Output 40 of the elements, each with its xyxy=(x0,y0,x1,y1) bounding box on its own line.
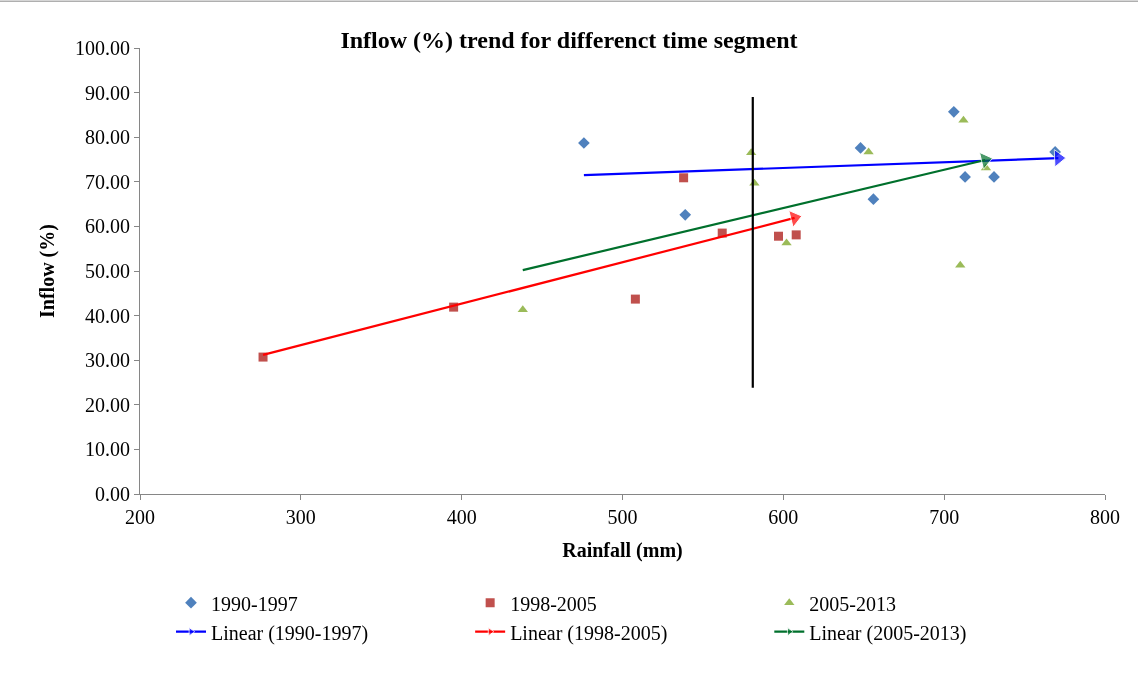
legend-label: Linear (1998-2005) xyxy=(510,621,668,645)
chart-title: Inflow (%) trend for differenct time segment xyxy=(340,26,798,53)
legend-label: 1998-2005 xyxy=(510,592,597,615)
y-tick-label: 100.00 xyxy=(75,37,130,59)
point xyxy=(679,173,689,183)
y-tick-label: 20.00 xyxy=(85,393,130,416)
y-tick-label: 30.00 xyxy=(85,349,130,372)
x-tick-label: 200 xyxy=(125,506,155,528)
legend-label: 1990-1997 xyxy=(211,592,298,615)
y-tick-label: 90.00 xyxy=(85,81,130,104)
y-axis-title: Inflow (%) xyxy=(35,224,59,318)
y-tick-label: 50.00 xyxy=(85,260,130,282)
point xyxy=(791,230,801,240)
point xyxy=(867,193,880,206)
point xyxy=(863,147,874,155)
point xyxy=(517,305,528,313)
point xyxy=(959,171,971,183)
y-tick-label: 10.00 xyxy=(85,438,130,461)
x-tick-label: 600 xyxy=(768,506,799,528)
y-tick-label: 0.00 xyxy=(95,483,130,505)
point xyxy=(947,105,960,118)
x-tick-label: 400 xyxy=(446,506,477,528)
x-tick-label: 500 xyxy=(607,506,638,528)
x-tick-label: 300 xyxy=(285,506,316,528)
point xyxy=(679,208,692,221)
x-tick-label: 700 xyxy=(929,506,960,528)
x-tick-label: 800 xyxy=(1090,506,1120,528)
point xyxy=(958,115,969,123)
y-tick-label: 80.00 xyxy=(85,126,130,149)
legend-label: 2005-2013 xyxy=(809,592,896,615)
legend-label: Linear (2005-2013) xyxy=(809,621,967,645)
point xyxy=(781,238,792,246)
y-tick-label: 40.00 xyxy=(85,304,130,327)
point xyxy=(630,294,640,304)
legend-label: Linear (1990-1997) xyxy=(211,621,369,645)
x-axis-title: Rainfall (mm) xyxy=(562,538,683,562)
y-tick-label: 70.00 xyxy=(85,170,130,193)
y-tick-label: 60.00 xyxy=(85,215,130,238)
point xyxy=(774,231,784,241)
point xyxy=(854,142,867,154)
